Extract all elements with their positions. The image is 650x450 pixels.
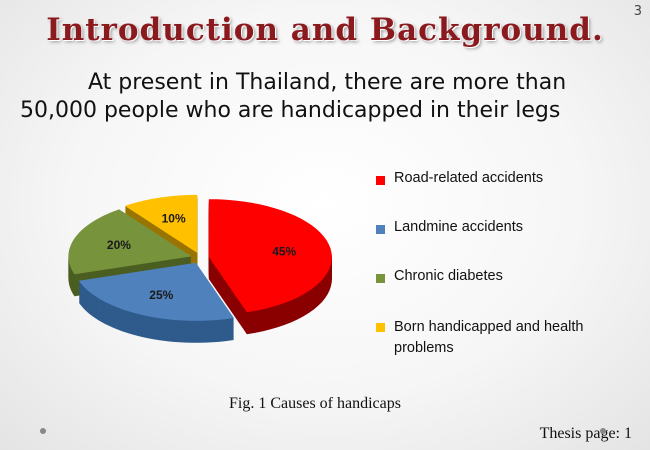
pie-slice-1: 25%	[78, 262, 234, 343]
data-label: 20%	[107, 238, 131, 252]
pie-slice-top	[124, 194, 198, 253]
thesis-page-footer: Thesis page: 1	[539, 425, 632, 442]
figure-caption: Fig. 1 Causes of handicaps	[229, 395, 401, 412]
pie-slice-top	[208, 199, 332, 313]
subtitle-line-1: At present in Thailand, there are more t…	[88, 70, 567, 95]
pie-slice-top	[68, 209, 192, 275]
legend-item-road: Road-related accidents	[376, 170, 594, 219]
slide-title: Introduction and Background.	[46, 12, 604, 48]
legend-item-born: Born handicapped and health problems	[376, 317, 594, 366]
data-label: 10%	[162, 212, 186, 226]
legend-swatch	[376, 225, 385, 234]
legend-swatch	[376, 176, 385, 185]
legend-item-landmine: Landmine accidents	[376, 219, 594, 268]
pie-slice-top	[78, 262, 234, 321]
legend-swatch	[376, 323, 385, 332]
page-number: 3	[633, 4, 642, 19]
nav-dot-left[interactable]	[40, 428, 46, 434]
legend-swatch	[376, 274, 385, 283]
data-label: 45%	[272, 245, 296, 259]
legend-label: Chronic diabetes	[394, 268, 503, 284]
pie-slice-0: 45%	[208, 199, 332, 335]
legend-label: Road-related accidents	[394, 170, 544, 186]
nav-dot-right[interactable]	[600, 428, 606, 434]
legend-label: Landmine accidents	[394, 219, 523, 235]
legend-item-diabetes: Chronic diabetes	[376, 268, 594, 317]
data-label: 25%	[149, 288, 173, 302]
subtitle-line-2: 50,000 people who are handicapped in the…	[20, 98, 561, 123]
legend-label: Born handicapped and health problems	[394, 319, 584, 356]
chart-legend: Road-related accidents Landmine accident…	[376, 170, 594, 366]
